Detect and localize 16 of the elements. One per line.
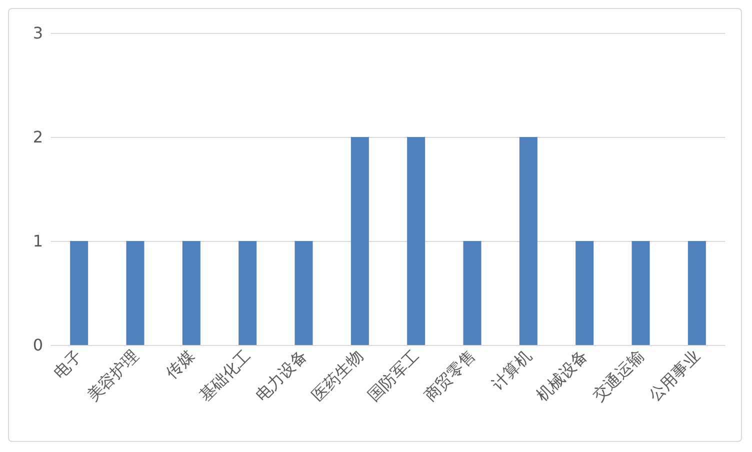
x-tick-label: 电子 [50, 346, 86, 382]
y-tick-label: 0 [32, 336, 43, 354]
x-tick-label: 机械设备 [532, 346, 592, 405]
y-tick-label: 1 [32, 232, 43, 250]
x-tick-label: 交通运输 [588, 346, 648, 405]
x-tick-label: 商贸零售 [420, 346, 479, 405]
y-tick-label: 3 [32, 24, 43, 42]
x-tick-label: 美容护理 [83, 346, 142, 405]
y-tick-label: 2 [32, 128, 43, 146]
x-tick-label: 基础化工 [196, 346, 254, 405]
x-tick-label: 医药生物 [308, 346, 367, 405]
x-tick-label: 电力设备 [252, 346, 310, 405]
x-tick-label: 公用事业 [644, 346, 704, 405]
x-tick-label: 传媒 [162, 346, 198, 382]
x-tick-label: 国防军工 [364, 346, 423, 405]
x-tick-label: 计算机 [488, 346, 536, 394]
